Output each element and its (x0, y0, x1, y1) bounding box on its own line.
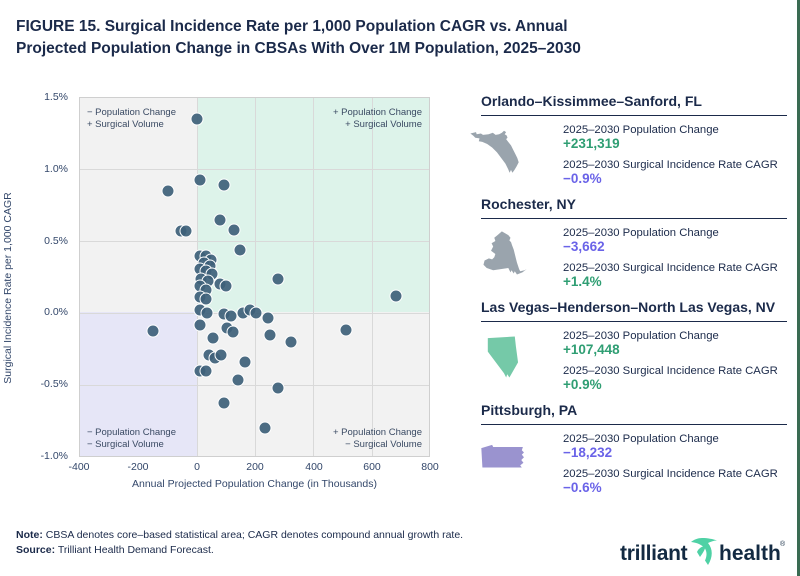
svg-text:trilliant: trilliant (620, 542, 688, 565)
svg-text:®: ® (780, 540, 786, 548)
svg-text:health: health (719, 542, 781, 565)
